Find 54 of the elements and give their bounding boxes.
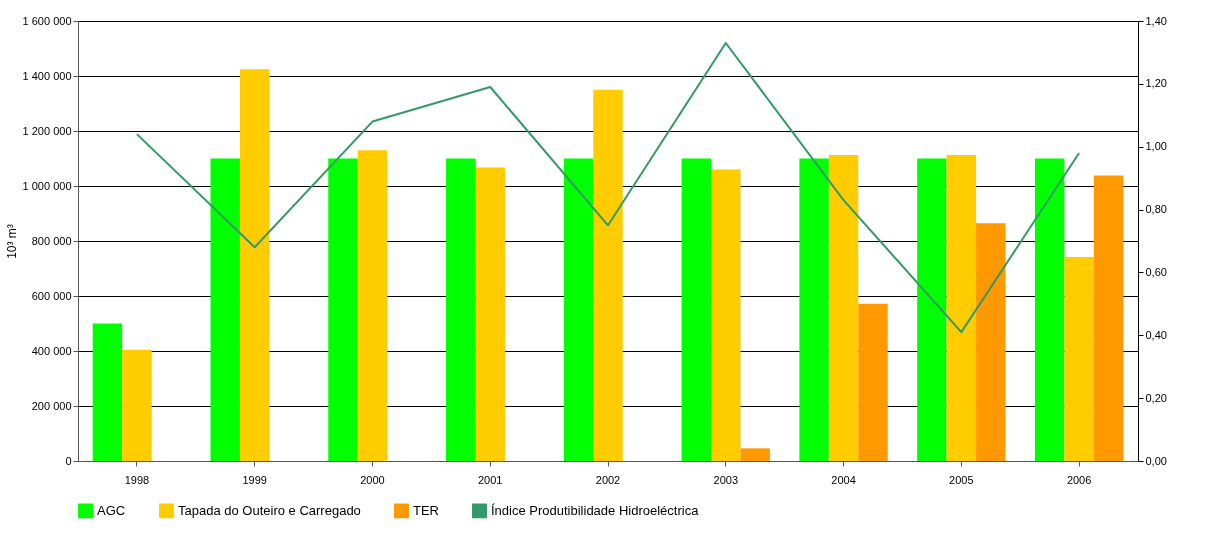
bar — [711, 169, 741, 461]
line-series — [135, 42, 1081, 334]
legend-label: AGC — [97, 502, 126, 518]
y2-tick-label: 1,40 — [1145, 14, 1167, 27]
bar — [1064, 256, 1094, 461]
bar — [210, 158, 240, 461]
x-tick-label: 2005 — [949, 473, 974, 486]
bar — [799, 158, 829, 461]
y2-tick-label: 0,20 — [1145, 391, 1167, 404]
x-tick-label: 1999 — [242, 473, 267, 486]
legend-label: Tapada do Outeiro e Carregado — [178, 502, 361, 518]
y-tick-label: 1 200 000 — [22, 124, 72, 137]
y2-tick-label: 0,60 — [1145, 265, 1167, 278]
y2-tick-label: 0,80 — [1145, 203, 1167, 216]
bar — [593, 89, 623, 461]
bar — [681, 158, 712, 461]
bar — [475, 167, 505, 461]
legend-label: TER — [413, 502, 439, 518]
y2-tick-label: 1,20 — [1145, 77, 1167, 90]
x-tick-label: 2004 — [831, 473, 856, 486]
bar — [740, 448, 770, 461]
bar — [563, 158, 594, 461]
x-tick-label: 1998 — [124, 473, 150, 486]
y2-tick-label: 0,40 — [1145, 328, 1167, 341]
bar — [122, 349, 152, 461]
bar — [917, 158, 947, 461]
bar — [328, 158, 358, 461]
y-axis-title: 10³ m³ — [4, 224, 19, 259]
x-tick-label: 2006 — [1066, 473, 1092, 486]
y-tick-label: 400 000 — [31, 344, 72, 357]
bar — [239, 69, 270, 461]
bar — [946, 154, 977, 461]
bar — [858, 303, 888, 461]
x-tick-label: 2000 — [360, 473, 385, 486]
y-tick-label: 600 000 — [31, 289, 72, 302]
y-tick-label: 1 000 000 — [22, 179, 72, 192]
bar — [976, 223, 1006, 461]
y-tick-label: 200 000 — [31, 399, 72, 412]
bar — [357, 150, 388, 461]
y2-tick-label: 0,00 — [1145, 454, 1167, 467]
y-tick-label: 1 400 000 — [22, 69, 72, 82]
bar — [828, 154, 859, 461]
bar — [92, 323, 123, 461]
y-tick-label: 800 000 — [31, 234, 72, 247]
x-tick-label: 2001 — [477, 473, 503, 486]
y2-tick-label: 1,00 — [1145, 140, 1167, 153]
x-tick-label: 2002 — [595, 473, 621, 486]
legend-label: Índice Produtibilidade Hidroeléctrica — [491, 502, 700, 518]
bar — [1034, 158, 1065, 461]
bar — [1093, 175, 1124, 461]
y-tick-label: 1 600 000 — [22, 14, 72, 27]
y-tick-label: 0 — [65, 454, 72, 467]
bar — [446, 158, 476, 461]
x-tick-label: 2003 — [713, 473, 739, 486]
